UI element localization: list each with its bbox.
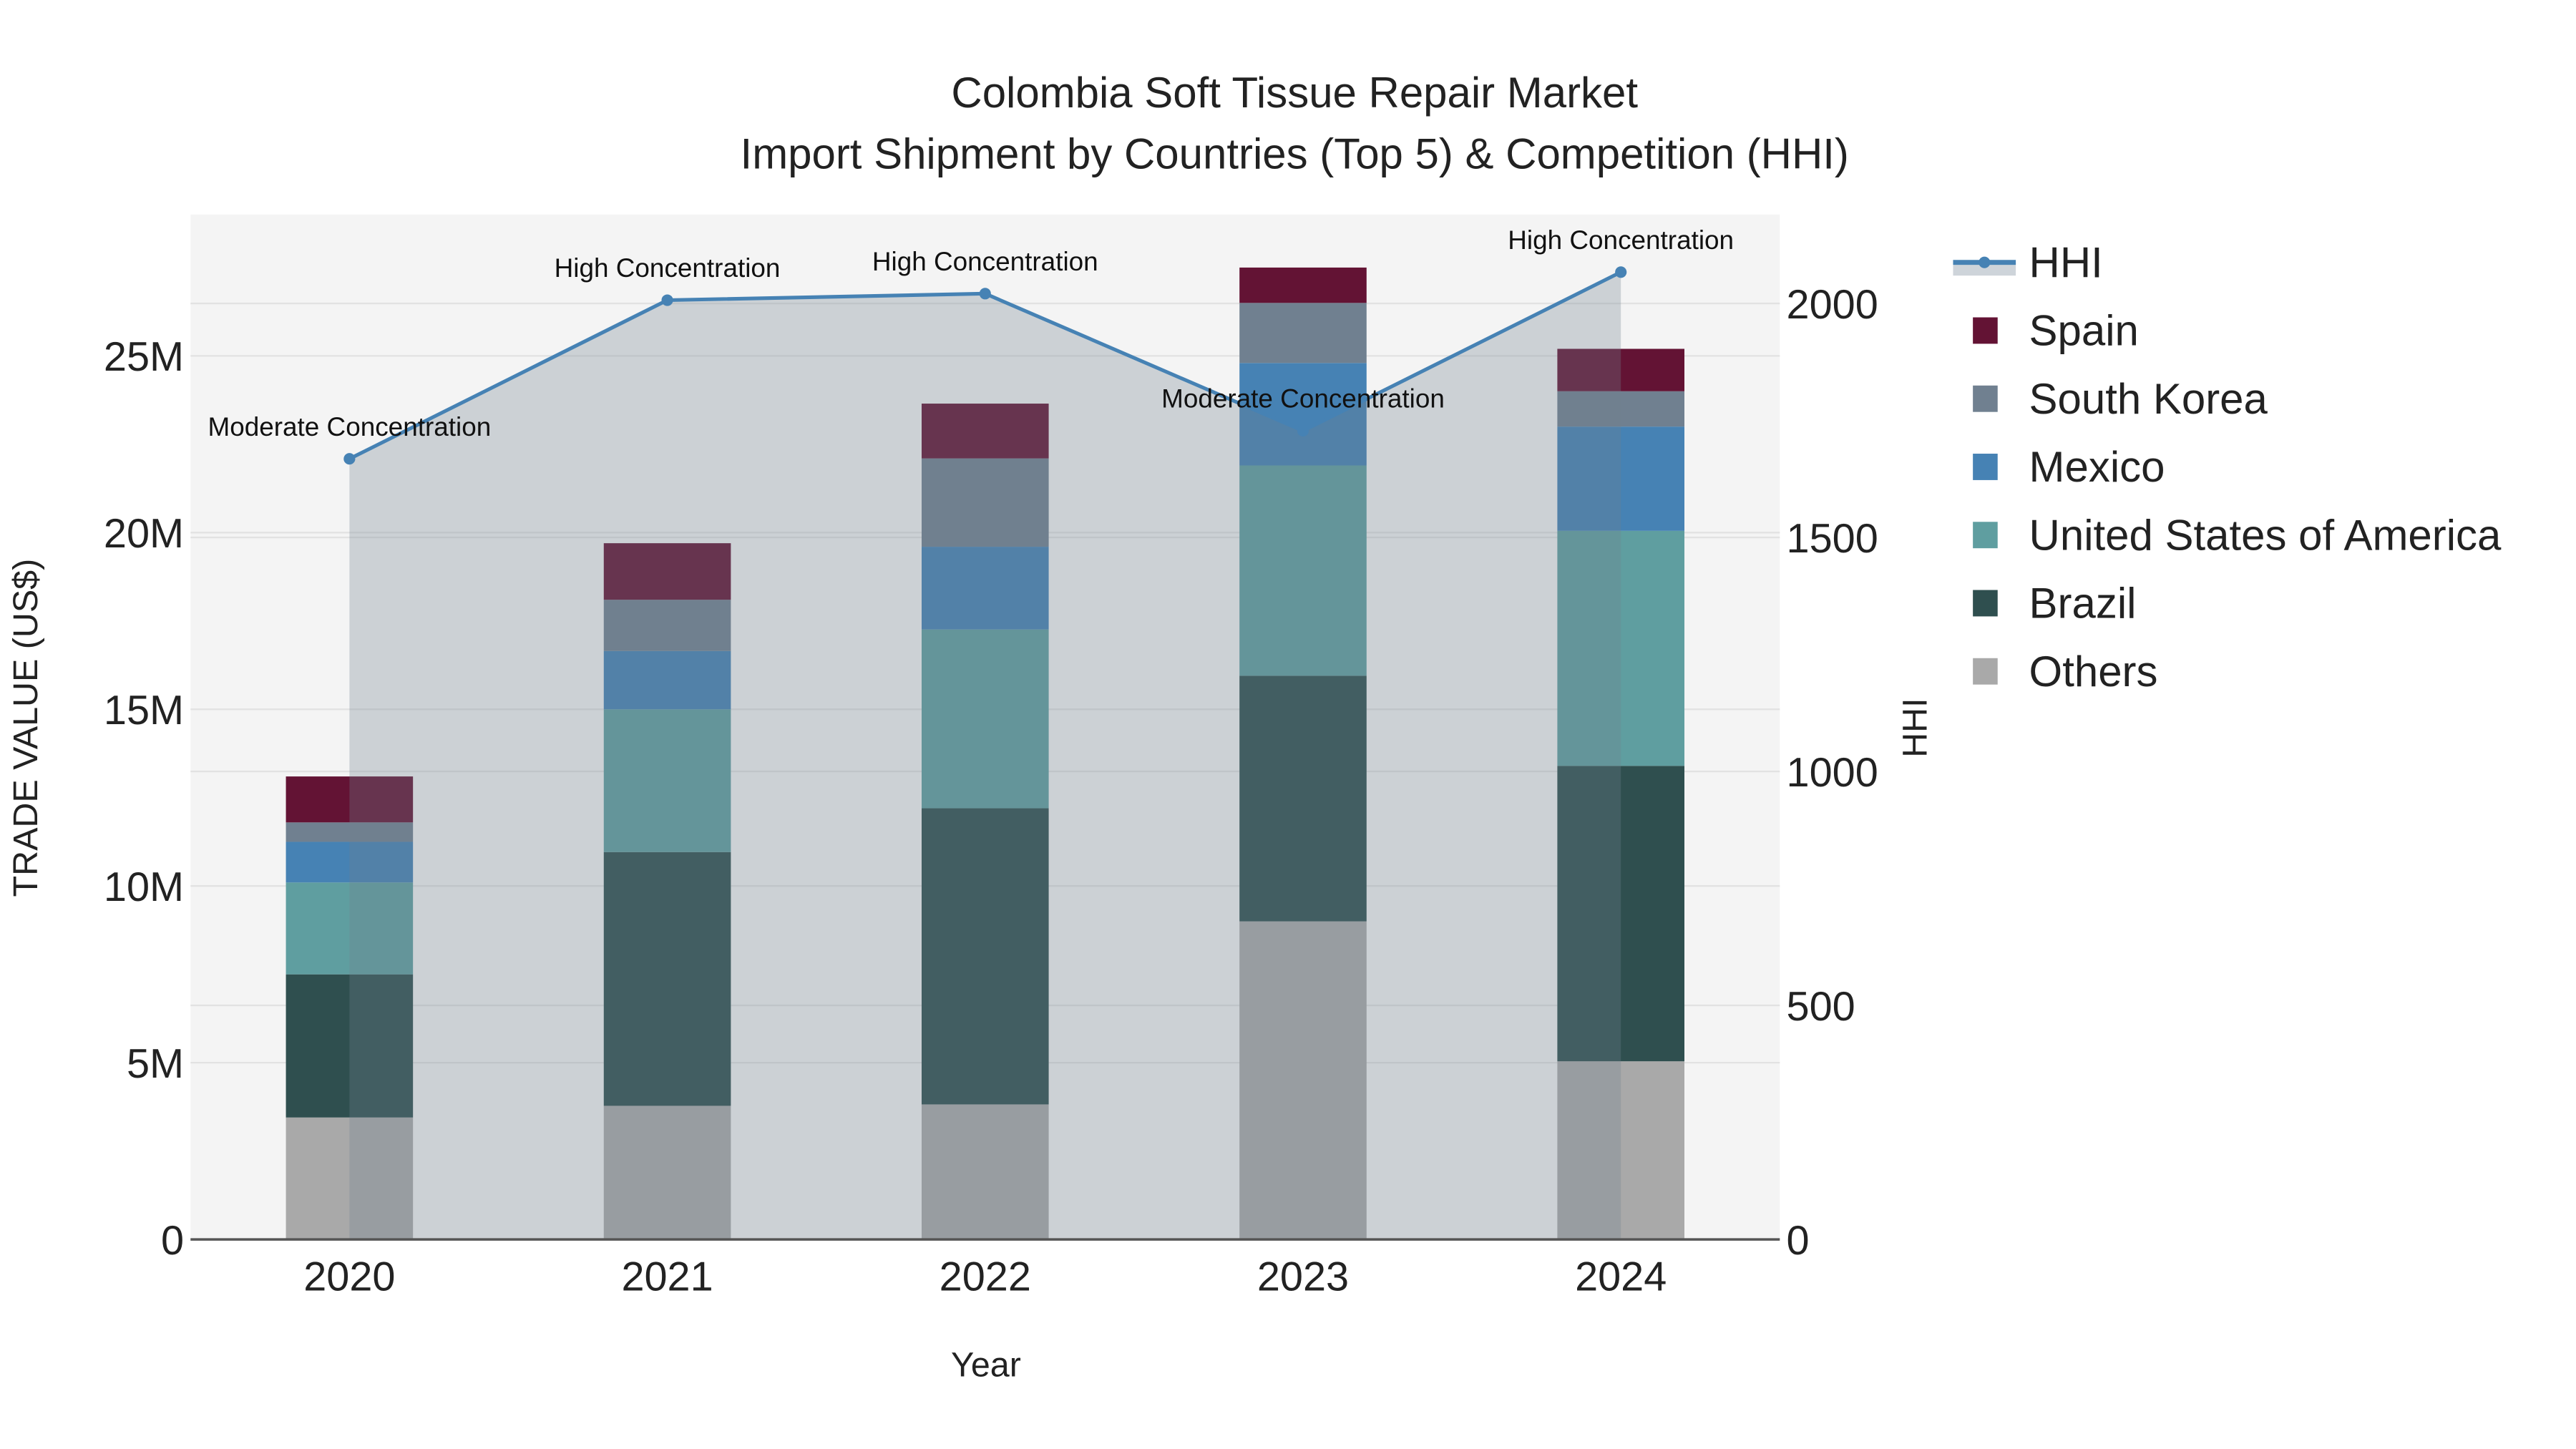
bar-others-2020[interactable] xyxy=(286,1117,414,1240)
hhi-point-2020[interactable] xyxy=(343,453,356,465)
bar-south-korea-2022[interactable] xyxy=(921,458,1049,547)
bar-spain-2021[interactable] xyxy=(603,543,731,600)
legend-hhi-marker-icon xyxy=(1979,256,1991,268)
legend-item-spain[interactable]: Spain xyxy=(1973,307,2139,355)
hhi-point-2021[interactable] xyxy=(661,294,673,306)
legend-swatch-icon xyxy=(1973,590,1998,617)
bar-spain-2024[interactable] xyxy=(1557,348,1684,391)
bar-brazil-2022[interactable] xyxy=(921,808,1049,1105)
bar-brazil-2020[interactable] xyxy=(286,974,414,1118)
bar-united-states-of-america-2024[interactable] xyxy=(1557,530,1684,766)
hhi-area xyxy=(349,272,1621,1240)
bar-united-states-of-america-2023[interactable] xyxy=(1239,465,1367,676)
legend-label: HHI xyxy=(2029,238,2103,286)
legend-label: Others xyxy=(2029,648,2158,696)
bar-brazil-2023[interactable] xyxy=(1239,675,1367,922)
hhi-annotation-2021: High Concentration xyxy=(555,253,781,283)
y-tick-label: 5M xyxy=(127,1041,184,1087)
bar-mexico-2024[interactable] xyxy=(1557,426,1684,531)
legend-label: Spain xyxy=(2029,307,2139,355)
bar-united-states-of-america-2022[interactable] xyxy=(921,629,1049,809)
bar-brazil-2021[interactable] xyxy=(603,852,731,1106)
y-axis-title: TRADE VALUE (US$) xyxy=(6,559,45,897)
y2-axis-title: HHI xyxy=(1896,698,1935,757)
y2-tick-label: 1000 xyxy=(1787,750,1878,796)
y2-tick-label: 2000 xyxy=(1787,282,1878,328)
legend-item-others[interactable]: Others xyxy=(1973,648,2157,696)
legend-label: United States of America xyxy=(2029,511,2502,559)
y-tick-label: 0 xyxy=(161,1218,184,1264)
legend-swatch-icon xyxy=(1973,658,1998,685)
bar-mexico-2021[interactable] xyxy=(603,650,731,710)
y-tick-label: 15M xyxy=(104,688,184,733)
bar-united-states-of-america-2020[interactable] xyxy=(286,882,414,975)
legend-label: South Korea xyxy=(2029,375,2268,423)
hhi-annotation-2022: High Concentration xyxy=(872,247,1098,276)
bar-south-korea-2024[interactable] xyxy=(1557,391,1684,427)
bar-brazil-2024[interactable] xyxy=(1557,766,1684,1062)
y-tick-label: 20M xyxy=(104,511,184,557)
bar-spain-2020[interactable] xyxy=(286,776,414,823)
y2-tick-label: 1500 xyxy=(1787,516,1878,562)
bar-south-korea-2021[interactable] xyxy=(603,600,731,651)
legend-item-south-korea[interactable]: South Korea xyxy=(1973,375,2268,423)
legend-label: Mexico xyxy=(2029,443,2165,491)
x-tick-label: 2020 xyxy=(303,1254,395,1300)
bar-spain-2022[interactable] xyxy=(921,404,1049,459)
legend-item-united-states-of-america[interactable]: United States of America xyxy=(1973,511,2502,559)
hhi-annotation-2020: Moderate Concentration xyxy=(208,412,491,441)
hhi-annotation-2023: Moderate Concentration xyxy=(1161,384,1445,414)
y-tick-label: 10M xyxy=(104,864,184,910)
chart-title-line1: Colombia Soft Tissue Repair Market xyxy=(951,69,1638,117)
y2-tick-label: 0 xyxy=(1787,1218,1810,1264)
hhi-point-2023[interactable] xyxy=(1297,424,1309,437)
legend-item-brazil[interactable]: Brazil xyxy=(1973,580,2136,628)
legend-item-mexico[interactable]: Mexico xyxy=(1973,443,2165,491)
x-axis-title: Year xyxy=(951,1346,1021,1385)
bar-united-states-of-america-2021[interactable] xyxy=(603,709,731,852)
legend-swatch-icon xyxy=(1973,454,1998,480)
legend-swatch-icon xyxy=(1973,385,1998,412)
legend-hhi-area-icon xyxy=(1953,262,2016,276)
legend-label: Brazil xyxy=(2029,580,2137,628)
hhi-point-2024[interactable] xyxy=(1615,266,1627,278)
bar-others-2023[interactable] xyxy=(1239,921,1367,1240)
chart-title-line2: Import Shipment by Countries (Top 5) & C… xyxy=(741,130,1849,177)
legend-item-hhi[interactable]: HHI xyxy=(1953,238,2103,286)
bar-south-korea-2020[interactable] xyxy=(286,822,414,842)
y2-tick-label: 500 xyxy=(1787,984,1855,1030)
bar-mexico-2022[interactable] xyxy=(921,547,1049,630)
hhi-annotation-2024: High Concentration xyxy=(1508,225,1734,255)
bar-south-korea-2023[interactable] xyxy=(1239,303,1367,364)
x-tick-label: 2024 xyxy=(1575,1254,1667,1300)
x-tick-label: 2023 xyxy=(1257,1254,1349,1300)
x-tick-label: 2022 xyxy=(940,1254,1031,1300)
legend-swatch-icon xyxy=(1973,522,1998,549)
bar-others-2021[interactable] xyxy=(603,1106,731,1240)
legend-swatch-icon xyxy=(1973,317,1998,344)
bar-others-2024[interactable] xyxy=(1557,1061,1684,1240)
x-tick-label: 2021 xyxy=(621,1254,713,1300)
bar-others-2022[interactable] xyxy=(921,1104,1049,1240)
bar-spain-2023[interactable] xyxy=(1239,267,1367,303)
y-tick-label: 25M xyxy=(104,334,184,380)
bar-mexico-2020[interactable] xyxy=(286,841,414,883)
hhi-point-2022[interactable] xyxy=(979,288,991,300)
